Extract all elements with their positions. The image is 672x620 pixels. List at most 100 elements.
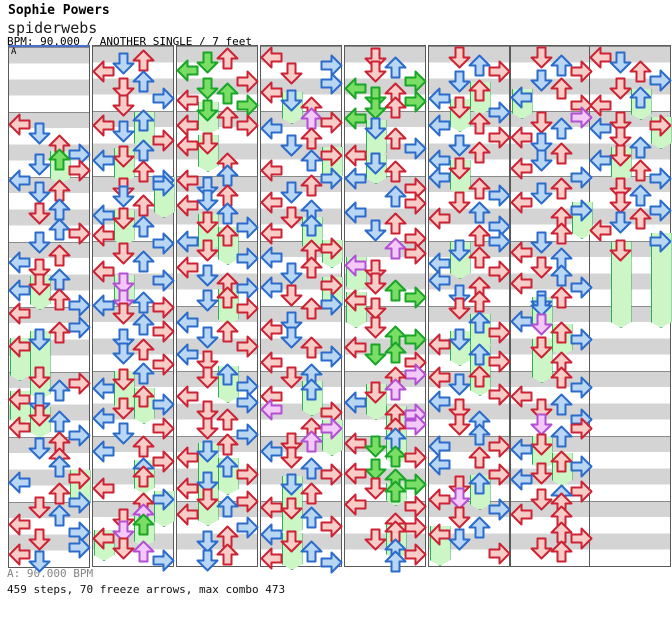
arrow-right-icon bbox=[152, 320, 175, 343]
arrow-down-icon bbox=[364, 152, 387, 175]
arrow-up-icon bbox=[48, 482, 71, 505]
arrow-right-icon bbox=[320, 293, 343, 316]
arrow-left-icon bbox=[176, 230, 199, 253]
arrow-left-icon bbox=[510, 438, 533, 461]
arrow-down-icon bbox=[196, 326, 219, 349]
arrow-right-icon bbox=[68, 372, 91, 395]
arrow-left-icon bbox=[8, 416, 31, 439]
arrow-left-icon bbox=[510, 503, 533, 526]
arrow-up-icon bbox=[48, 244, 71, 267]
arrow-right-icon bbox=[649, 199, 672, 222]
arrow-down-icon bbox=[280, 530, 303, 553]
arrow-up-icon bbox=[468, 446, 491, 469]
arrow-down-icon bbox=[364, 381, 387, 404]
arrow-up-icon bbox=[216, 363, 239, 386]
arrow-up-icon bbox=[216, 433, 239, 456]
arrow-right-icon bbox=[488, 101, 511, 124]
arrow-left-icon bbox=[8, 513, 31, 536]
arrow-up-icon bbox=[550, 366, 573, 389]
arrow-down-icon bbox=[530, 294, 553, 317]
arrow-down-icon bbox=[364, 272, 387, 295]
freeze-body bbox=[611, 242, 632, 328]
arrow-down-icon bbox=[530, 433, 553, 456]
step-chart-column-7 bbox=[510, 45, 592, 567]
arrow-up-icon bbox=[48, 455, 71, 478]
step-chart-column-2 bbox=[92, 45, 175, 571]
arrow-down-icon bbox=[196, 211, 219, 234]
arrow-right-icon bbox=[488, 321, 511, 344]
arrow-down-icon bbox=[448, 96, 471, 119]
arrow-right-icon bbox=[570, 480, 593, 503]
arrow-right-icon bbox=[236, 94, 259, 117]
arrow-left-icon bbox=[92, 114, 115, 137]
arrow-up-icon bbox=[468, 79, 491, 102]
arrow-left-icon bbox=[176, 477, 199, 500]
arrow-down-icon bbox=[448, 239, 471, 262]
arrow-left-icon bbox=[176, 194, 199, 217]
section-label: A bbox=[11, 47, 17, 57]
arrow-left-icon bbox=[344, 462, 367, 485]
song-artist: Sophie Powers bbox=[8, 3, 110, 18]
arrow-left-icon bbox=[344, 289, 367, 312]
arrow-down-icon bbox=[28, 550, 51, 573]
arrow-left-icon bbox=[176, 343, 199, 366]
arrow-up-icon bbox=[384, 279, 407, 302]
arrow-up-icon bbox=[550, 286, 573, 309]
arrow-left-icon bbox=[176, 446, 199, 469]
arrow-right-icon bbox=[649, 69, 672, 92]
arrow-up-icon bbox=[384, 550, 407, 573]
arrow-down-icon bbox=[448, 134, 471, 157]
arrow-down-icon bbox=[28, 528, 51, 551]
arrow-down-icon bbox=[112, 77, 135, 100]
arrow-up-icon bbox=[468, 177, 491, 200]
arrow-left-icon bbox=[510, 191, 533, 214]
arrow-left-icon bbox=[260, 351, 283, 374]
arrow-right-icon bbox=[404, 286, 427, 309]
arrow-right-icon bbox=[236, 391, 259, 414]
arrow-right-icon bbox=[404, 70, 427, 93]
arrow-left-icon bbox=[344, 336, 367, 359]
arrow-right-icon bbox=[320, 237, 343, 260]
arrow-down-icon bbox=[196, 350, 219, 373]
arrow-left-icon bbox=[428, 333, 451, 356]
arrow-right-icon bbox=[570, 166, 593, 189]
arrow-right-icon bbox=[152, 129, 175, 152]
arrow-down-icon bbox=[196, 239, 219, 262]
arrow-right-icon bbox=[404, 90, 427, 113]
arrow-right-icon bbox=[570, 328, 593, 351]
arrow-down-icon bbox=[28, 496, 51, 519]
arrow-left-icon bbox=[260, 547, 283, 570]
arrow-right-icon bbox=[68, 316, 91, 339]
arrow-right-icon bbox=[68, 222, 91, 245]
step-chart-column-3 bbox=[176, 45, 259, 571]
arrow-down-icon bbox=[112, 537, 135, 560]
arrow-left-icon bbox=[8, 335, 31, 358]
arrow-left-icon bbox=[176, 311, 199, 334]
arrow-up-icon bbox=[468, 423, 491, 446]
arrow-right-icon bbox=[404, 516, 427, 539]
arrow-down-icon bbox=[112, 207, 135, 230]
arrow-left-icon bbox=[260, 191, 283, 214]
arrow-down-icon bbox=[530, 231, 553, 254]
arrow-down-icon bbox=[196, 440, 219, 463]
arrow-left-icon bbox=[510, 385, 533, 408]
arrow-right-icon bbox=[152, 87, 175, 110]
arrow-up-icon bbox=[300, 174, 323, 197]
arrow-right-icon bbox=[152, 174, 175, 197]
arrow-left-icon bbox=[260, 81, 283, 104]
arrow-down-icon bbox=[112, 94, 135, 117]
arrow-left-icon bbox=[8, 251, 31, 274]
arrow-down-icon bbox=[280, 206, 303, 229]
arrow-down-icon bbox=[530, 413, 553, 436]
arrow-up-icon bbox=[550, 117, 573, 140]
arrow-left-icon bbox=[428, 390, 451, 413]
arrow-up-icon bbox=[132, 465, 155, 488]
arrow-up-icon bbox=[216, 47, 239, 70]
arrow-up-icon bbox=[300, 256, 323, 279]
arrow-up-icon bbox=[300, 297, 323, 320]
chart-stats-label: 459 steps, 70 freeze arrows, max combo 4… bbox=[7, 583, 286, 596]
arrow-right-icon bbox=[320, 515, 343, 538]
arrow-right-icon bbox=[152, 417, 175, 440]
arrow-left-icon bbox=[510, 310, 533, 333]
